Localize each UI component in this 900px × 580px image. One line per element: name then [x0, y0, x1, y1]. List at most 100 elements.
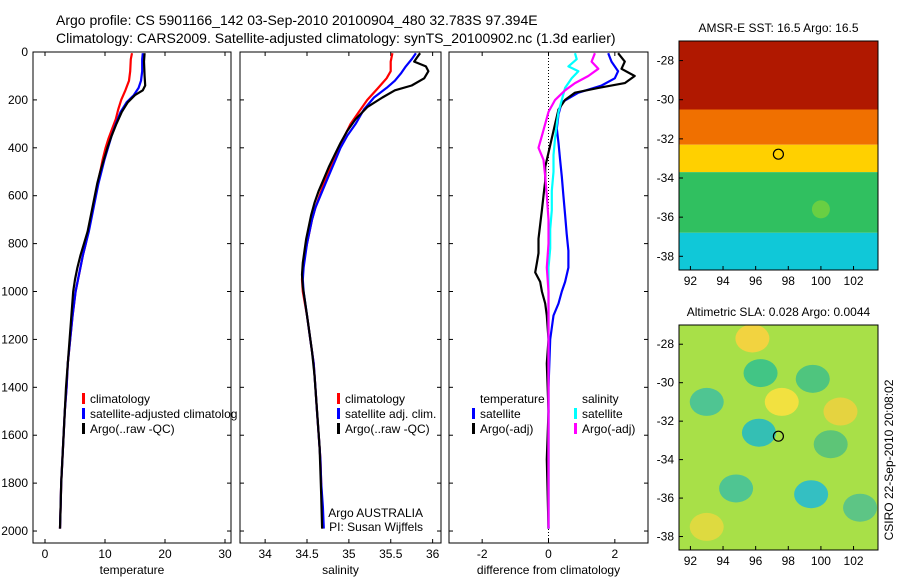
sst-map-ytick-label: -32 — [657, 132, 675, 146]
sla-map-blob — [719, 474, 754, 503]
difference-legend-group-title: salinity — [582, 392, 619, 406]
panel-annotation: PI: Susan Wijffels — [329, 520, 423, 534]
difference-legend-group-title: temperature — [480, 392, 545, 406]
difference-series-temperature-argo-adj- — [534, 52, 636, 529]
salinity-xtick-label: 35 — [342, 547, 356, 561]
difference-legend-swatch — [472, 423, 475, 434]
sla-map-ytick-label: -30 — [657, 376, 675, 390]
sst-map-ytick-label: -30 — [657, 93, 675, 107]
timestamp-side-label: CSIRO 22-Sep-2010 20:08:02 — [882, 379, 896, 540]
sst-map-band — [679, 41, 878, 110]
salinity-xtick-label: 34 — [258, 547, 272, 561]
sla-map-ytick-label: -34 — [657, 453, 675, 467]
sla-map-blob — [764, 387, 799, 416]
sla-map-ytick-label: -36 — [657, 491, 675, 505]
sst-map-panel: 92 94 96 98 100 102 -28 -30 -32 -34 -36 -38 AMSR-E S… — [657, 21, 879, 288]
salinity-xtick-label: 36 — [426, 547, 440, 561]
sla-map-blob — [823, 397, 858, 426]
difference-xtick-label: 0 — [545, 547, 552, 561]
difference-series-temperature-satellite — [547, 52, 620, 529]
depth-tick-label: 2000 — [1, 524, 28, 538]
sla-map-blob — [735, 325, 770, 353]
salinity-xlabel: salinity — [322, 563, 359, 577]
sst-map-band — [679, 232, 878, 270]
difference-xtick-label: 2 — [611, 547, 618, 561]
temperature-legend-label: satellite-adjusted climatolog — [90, 407, 237, 421]
sla-map-blob — [741, 418, 776, 447]
sst-map-xtick-label: 92 — [684, 274, 698, 288]
depth-tick-label: 1400 — [1, 380, 28, 394]
depth-tick-label: 1600 — [1, 428, 28, 442]
sla-map-panel: 92 94 96 98 100 102 -28 -30 -32 -34 -36 -38 Altimetr… — [657, 305, 879, 568]
difference-legend-label: satellite — [480, 407, 521, 421]
depth-tick-label: 1200 — [1, 332, 28, 346]
sst-map-xtick-label: 100 — [811, 274, 831, 288]
temperature-xtick-label: 20 — [158, 547, 172, 561]
salinity-series-argo-raw-qc- — [300, 52, 430, 529]
temperature-xtick-label: 0 — [42, 547, 49, 561]
salinity-legend-label: Argo(..raw -QC) — [345, 422, 430, 436]
difference-xtick-label: -2 — [477, 547, 488, 561]
sla-map-xtick-label: 96 — [749, 554, 763, 568]
plot-title-line-1: Argo profile: CS 5901166_142 03-Sep-2010… — [56, 12, 538, 28]
depth-tick-label: 600 — [8, 189, 28, 203]
sst-map-feature — [811, 200, 830, 219]
sst-map-ytick-label: -38 — [657, 249, 675, 263]
sst-map-ytick-label: -34 — [657, 171, 675, 185]
temperature-panel: 0 10 20 30 temperature 0 200 400 600 800 1000 1200 1… — [1, 45, 237, 577]
difference-panel: -2 0 2 difference from climatology temperatu… — [448, 51, 649, 577]
sla-map-blob — [795, 364, 830, 393]
sla-map-title: Altimetric SLA: 0.028 Argo: 0.0044 — [687, 305, 871, 319]
temperature-series-argo-raw-qc- — [58, 53, 147, 529]
sla-map-ytick-label: -38 — [657, 530, 675, 544]
sst-map-xtick-label: 94 — [716, 274, 730, 288]
temperature-xlabel: temperature — [100, 563, 165, 577]
salinity-axes-box — [239, 51, 442, 544]
difference-series-salinity-satellite — [547, 52, 580, 529]
sla-map-ytick-label: -28 — [657, 337, 675, 351]
salinity-xtick-label: 35.5 — [379, 547, 403, 561]
sst-map-field — [679, 41, 878, 270]
sst-map-argo-marker — [772, 148, 785, 160]
sst-map-xtick-label: 102 — [844, 274, 864, 288]
sla-map-ytick-label: -32 — [657, 414, 675, 428]
sla-map-blob — [689, 512, 724, 541]
sla-map-field — [679, 325, 878, 550]
temperature-xtick-label: 10 — [98, 547, 112, 561]
sla-map-xtick-label: 94 — [716, 554, 730, 568]
depth-tick-label: 400 — [8, 141, 28, 155]
sst-map-title: AMSR-E SST: 16.5 Argo: 16.5 — [698, 21, 858, 35]
sla-map-xtick-label: 92 — [684, 554, 698, 568]
difference-series-salinity-argo-adj- — [537, 52, 600, 529]
sla-map-blob — [689, 387, 724, 416]
sst-map-band — [679, 172, 878, 233]
difference-xlabel: difference from climatology — [477, 563, 620, 577]
temperature-xtick-label: 30 — [218, 547, 232, 561]
sst-map-frame — [678, 40, 879, 271]
temperature-legend-swatch — [82, 423, 85, 434]
difference-legend-swatch — [574, 408, 577, 419]
salinity-legend-swatch — [337, 423, 340, 434]
difference-legend-swatch — [574, 423, 577, 434]
difference-legend-label: satellite — [582, 407, 623, 421]
depth-tick-label: 0 — [21, 45, 28, 59]
temperature-legend-label: Argo(..raw -QC) — [90, 422, 175, 436]
temperature-legend-label: climatology — [90, 392, 150, 406]
difference-legend-label: Argo(-adj) — [480, 422, 533, 436]
sst-map-ytick-label: -28 — [657, 54, 675, 68]
sla-map-blob — [813, 430, 848, 459]
sst-map-xtick-label: 96 — [749, 274, 763, 288]
sla-map-blob — [843, 493, 878, 522]
temperature-axes-box — [32, 51, 232, 544]
depth-tick-label: 800 — [8, 237, 28, 251]
sla-map-blob — [794, 480, 829, 509]
panel-annotation: Argo AUSTRALIA — [328, 506, 423, 520]
salinity-legend-label: climatology — [345, 392, 405, 406]
difference-legend-swatch — [472, 408, 475, 419]
sla-map-argo-marker — [772, 430, 785, 442]
depth-tick-label: 200 — [8, 93, 28, 107]
salinity-panel: 34 34.5 35 35.5 36 salinity climatologysatelli… — [239, 51, 442, 577]
plot-title-line-2: Climatology: CARS2009. Satellite-adjuste… — [56, 30, 616, 46]
sla-map-xtick-label: 100 — [811, 554, 831, 568]
